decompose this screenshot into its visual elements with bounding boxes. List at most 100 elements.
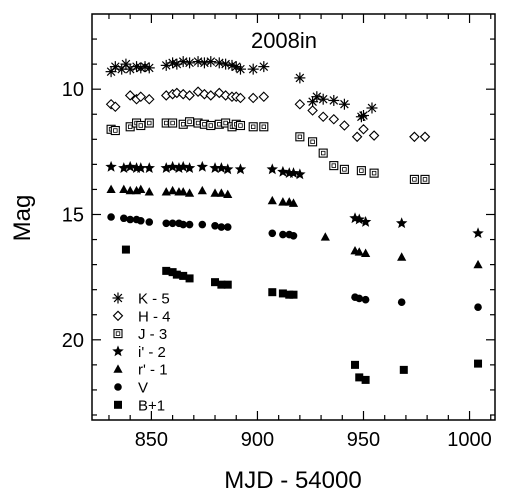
point-i2: [215, 162, 228, 173]
point-i2: [294, 168, 306, 180]
point-j3: [356, 166, 366, 176]
point-v: [168, 219, 177, 228]
point-b1: [223, 280, 232, 289]
point-j3: [329, 161, 339, 171]
point-r1: [210, 188, 220, 197]
point-h4: [328, 113, 340, 125]
legend-marker-i2: [112, 345, 124, 357]
point-v: [179, 220, 188, 229]
point-j3: [136, 120, 146, 131]
point-k5: [258, 61, 270, 73]
point-k5: [143, 62, 155, 74]
point-j3: [206, 120, 216, 131]
point-j3: [185, 117, 195, 127]
point-i2: [118, 162, 130, 173]
point-r1: [106, 184, 116, 194]
legend-marker-v: [114, 383, 122, 391]
point-r1: [288, 198, 299, 207]
x-tick-label: 850: [135, 429, 168, 451]
point-i2: [277, 165, 289, 177]
point-h4: [258, 91, 270, 102]
point-r1: [320, 232, 330, 241]
point-i2: [283, 167, 295, 178]
point-r1: [178, 187, 188, 196]
point-i2: [143, 162, 155, 173]
point-r1: [361, 248, 371, 257]
point-b1: [168, 268, 177, 277]
point-j3: [369, 168, 379, 178]
legend-label-b1: B+1: [138, 397, 165, 414]
point-b1: [361, 375, 370, 384]
point-v: [211, 221, 219, 230]
point-j3: [409, 174, 419, 184]
axis-ticks: 850 900 950 1000 10 15 20: [62, 14, 495, 451]
point-k5: [338, 98, 350, 110]
point-h4: [235, 92, 246, 104]
point-r1: [136, 184, 146, 194]
x-tick-label: 900: [241, 429, 274, 451]
legend-label-k5: K - 5: [138, 291, 170, 308]
point-b1: [162, 266, 171, 275]
point-v: [162, 219, 171, 228]
point-b1: [211, 278, 220, 287]
point-k5: [328, 94, 340, 106]
point-i2: [124, 160, 136, 172]
point-j3: [110, 125, 120, 136]
point-v: [268, 229, 277, 238]
point-i2: [359, 216, 372, 227]
legend-marker-j3: [113, 329, 123, 339]
x-tick-label: 950: [347, 429, 380, 451]
point-v: [397, 298, 406, 307]
data-points: [105, 56, 484, 384]
point-b1: [474, 359, 483, 368]
point-b1: [185, 274, 194, 283]
legend: K - 5H - 4J - 3i' - 2r' - 1VB+1: [112, 291, 171, 414]
point-h4: [307, 105, 318, 116]
point-i2: [130, 162, 143, 173]
point-b1: [121, 245, 130, 254]
point-h4: [143, 93, 155, 105]
legend-marker-k5: [112, 292, 124, 304]
point-h4: [409, 131, 420, 143]
point-v: [361, 295, 370, 304]
y-axis-label: Mag: [9, 195, 36, 242]
point-i2: [353, 213, 365, 225]
point-i2: [177, 160, 189, 172]
point-r1: [223, 189, 233, 199]
point-b1: [355, 373, 364, 382]
point-k5: [247, 63, 259, 75]
legend-marker-r1: [113, 364, 123, 373]
point-k5: [184, 57, 196, 69]
point-b1: [351, 360, 360, 369]
point-v: [217, 223, 226, 231]
point-i2: [222, 163, 234, 175]
point-h4: [124, 90, 136, 101]
point-v: [185, 220, 194, 229]
point-b1: [217, 280, 226, 289]
point-r1: [354, 247, 364, 256]
point-h4: [368, 130, 380, 141]
y-tick-label: 15: [62, 204, 84, 226]
point-r1: [168, 185, 178, 195]
point-h4: [358, 124, 369, 135]
y-tick-label: 10: [62, 79, 84, 101]
point-v: [198, 220, 207, 229]
point-i2: [395, 217, 408, 229]
point-v: [126, 215, 134, 224]
point-v: [289, 231, 298, 240]
point-i2: [287, 167, 300, 178]
point-i2: [135, 162, 147, 173]
point-v: [355, 294, 364, 303]
point-i2: [196, 160, 209, 172]
point-i2: [472, 227, 484, 239]
point-v: [145, 218, 154, 226]
point-b1: [179, 271, 188, 280]
point-j3: [168, 118, 178, 128]
point-r1: [125, 185, 135, 195]
point-v: [474, 303, 482, 312]
legend-marker-b1: [114, 400, 122, 409]
point-k5: [205, 56, 217, 68]
point-h4: [317, 111, 329, 123]
point-i2: [105, 160, 117, 172]
